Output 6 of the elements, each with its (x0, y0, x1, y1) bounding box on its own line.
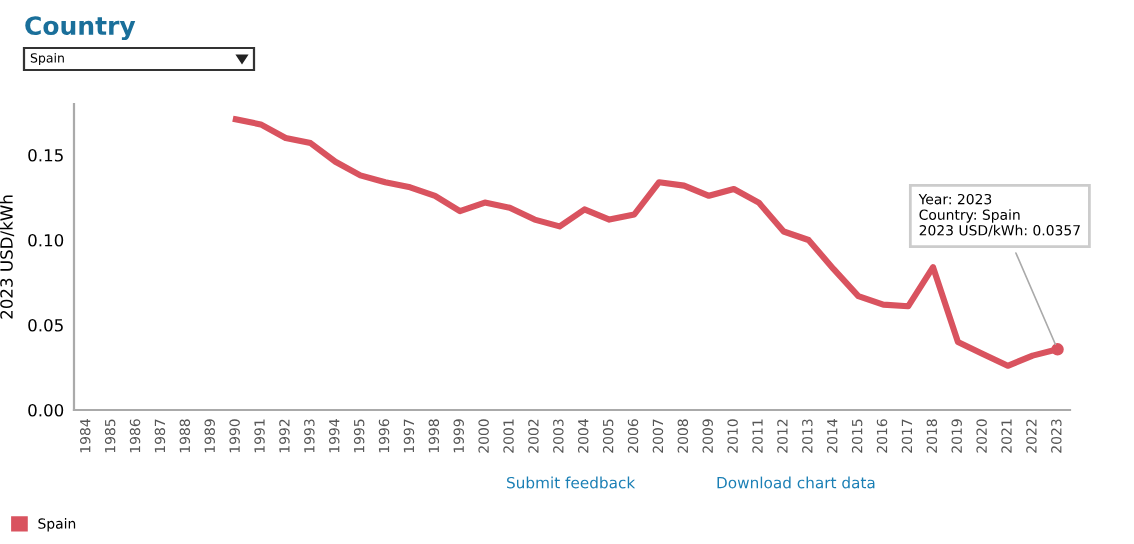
y-tick-label: 0.15 (28, 148, 63, 162)
chart-title: Country (25, 16, 136, 41)
y-axis-title: 2023 USD/kWh (0, 195, 15, 319)
y-tick-label: 0.10 (28, 233, 64, 247)
y-tick-label: 0.00 (28, 403, 64, 417)
y-tick-label: 0.05 (28, 318, 63, 332)
